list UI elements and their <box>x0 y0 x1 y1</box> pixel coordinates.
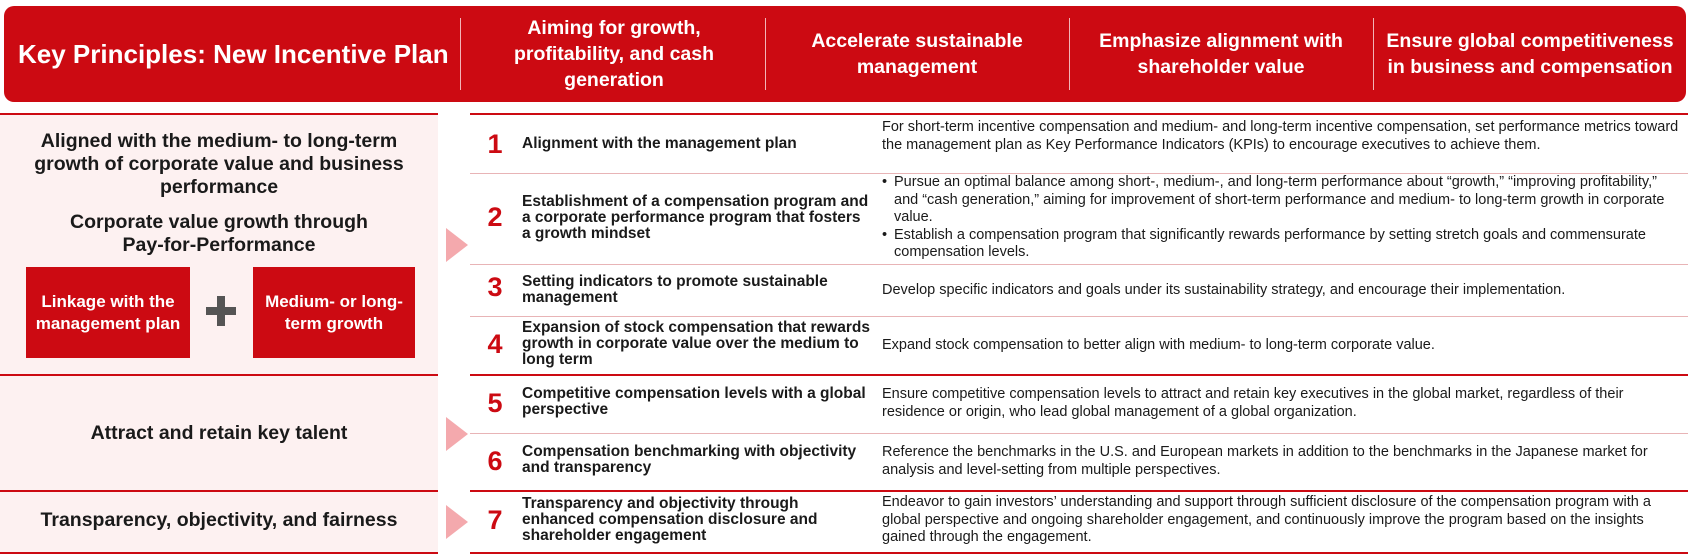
bullet-item: Establish a compensation program that si… <box>882 227 1682 262</box>
medium-long-term-growth-box: Medium- or long-term growth <box>253 267 415 358</box>
banner-divider <box>1373 18 1374 90</box>
banner-divider <box>765 18 766 90</box>
goal-sustainable: Accelerate sustainable management <box>811 30 1023 78</box>
section-heading-talent: Attract and retain key talent <box>90 422 348 444</box>
divider <box>0 490 438 492</box>
goal-growth: Aiming for growth, profitability, and ca… <box>513 17 715 91</box>
divider <box>0 552 438 554</box>
row-title: Competitive compensation levels with a g… <box>522 385 866 418</box>
row-number: 5 <box>487 388 503 418</box>
section-heading-growth: Aligned with the medium- to long-term gr… <box>34 130 404 198</box>
banner-divider <box>460 18 461 90</box>
header-banner: Key Principles: New Incentive Plan Aimin… <box>4 6 1686 102</box>
plus-icon <box>206 296 236 326</box>
table-divider <box>470 264 1688 265</box>
row-title: Alignment with the management plan <box>522 135 797 152</box>
row-number: 7 <box>487 505 503 535</box>
table-divider <box>470 316 1688 317</box>
row-title: Compensation benchmarking with objectivi… <box>522 443 857 476</box>
divider <box>0 374 438 376</box>
table-row: 2 Establishment of a compensation progra… <box>470 174 1688 264</box>
table-divider <box>470 552 1688 554</box>
table-divider <box>470 433 1688 434</box>
left-section-talent <box>0 376 438 491</box>
row-number: 6 <box>487 446 503 476</box>
row-number: 4 <box>487 329 503 359</box>
table-row: 7 Transparency and objectivity through e… <box>470 492 1688 552</box>
row-title: Expansion of stock compensation that rew… <box>522 319 870 368</box>
row-description: For short-term incentive compensation an… <box>882 119 1679 153</box>
table-divider <box>470 490 1688 492</box>
arrow-right-icon <box>446 228 468 262</box>
row-description: Endeavor to gain investors’ understandin… <box>882 494 1651 545</box>
left-section-transparency <box>0 492 438 554</box>
page-title: Key Principles: New Incentive Plan <box>18 38 449 69</box>
divider <box>0 113 438 115</box>
table-row: 4 Expansion of stock compensation that r… <box>470 317 1688 374</box>
row-description: Ensure competitive compensation levels t… <box>882 386 1624 420</box>
arrow-right-icon <box>446 505 468 539</box>
section-subheading-pay-for-performance: Corporate value growth through Pay-for-P… <box>70 211 368 256</box>
row-title: Transparency and objectivity through enh… <box>522 495 818 544</box>
table-divider <box>470 113 1688 115</box>
row-title: Establishment of a compensation program … <box>522 193 869 242</box>
row-description: Reference the benchmarks in the U.S. and… <box>882 444 1648 478</box>
row-description: Develop specific indicators and goals un… <box>882 282 1566 298</box>
table-row: 1 Alignment with the management plan For… <box>470 115 1688 173</box>
row-description: Pursue an optimal balance among short-, … <box>882 174 1682 262</box>
goal-global: Ensure global competitiveness in busines… <box>1386 30 1674 78</box>
row-number: 1 <box>487 129 503 159</box>
table-row: 6 Compensation benchmarking with objecti… <box>470 434 1688 490</box>
table-row: 3 Setting indicators to promote sustaina… <box>470 265 1688 316</box>
row-description: Expand stock compensation to better alig… <box>882 337 1435 353</box>
row-title: Setting indicators to promote sustainabl… <box>522 273 828 306</box>
banner-divider <box>1069 18 1070 90</box>
goal-shareholder: Emphasize alignment with shareholder val… <box>1099 30 1343 78</box>
linkage-management-plan-box: Linkage with the management plan <box>26 267 190 358</box>
section-heading-transparency: Transparency, objectivity, and fairness <box>40 509 398 531</box>
arrow-right-icon <box>446 417 468 451</box>
row-number: 3 <box>487 272 503 302</box>
table-divider <box>470 374 1688 376</box>
row-number: 2 <box>487 202 503 232</box>
table-row: 5 Competitive compensation levels with a… <box>470 376 1688 433</box>
bullet-item: Pursue an optimal balance among short-, … <box>882 174 1682 227</box>
